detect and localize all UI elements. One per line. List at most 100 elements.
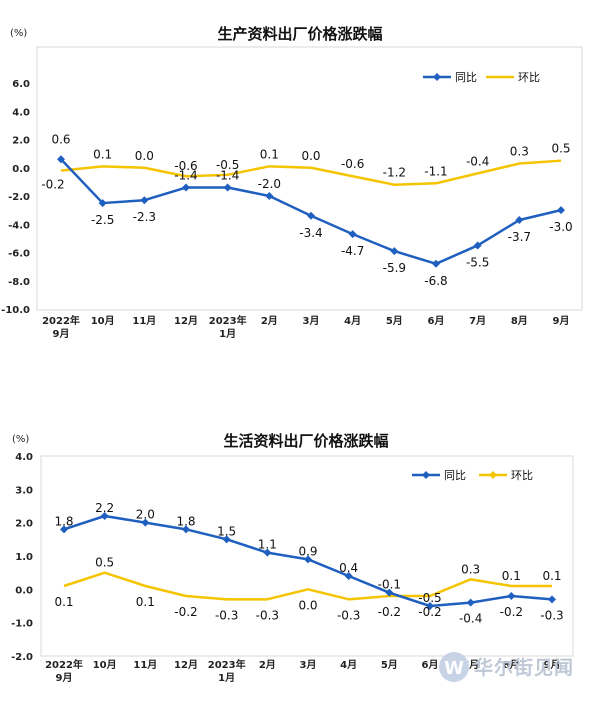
series-yoy-point: [60, 525, 68, 534]
legend: 同比 环比: [412, 469, 533, 482]
x-tick-label: 2月: [259, 659, 276, 671]
unit-label: (%): [10, 28, 27, 39]
yoy-data-label: -2.3: [133, 210, 156, 224]
y-tick-label: -1.0: [11, 619, 33, 630]
series-yoy-point: [100, 512, 109, 520]
legend-yoy-label: 同比: [455, 71, 477, 84]
yoy-data-label: -4.7: [341, 244, 364, 258]
yoy-data-label: 1.5: [217, 524, 236, 538]
legend-yoy-label: 同比: [444, 469, 466, 482]
series-yoy-point: [385, 588, 394, 597]
series-yoy-point: [432, 259, 440, 268]
watermark-logo-icon: [439, 652, 469, 682]
y-tick-label: -2.0: [8, 192, 30, 203]
y-tick-label: -6.0: [8, 249, 30, 260]
series-yoy-point: [222, 535, 231, 544]
series-yoy-point: [57, 155, 65, 164]
x-tick-label: 2月: [261, 315, 278, 327]
yoy-data-label: -2.0: [258, 177, 281, 191]
y-tick-label: 1.0: [15, 552, 33, 563]
series-yoy-point: [557, 206, 565, 215]
consumer-goods-chart: 生活资料出厂价格涨跌幅 (%) 同比 环比 4.0 3.0 2.0 1.0 0.0 -1.…: [11, 432, 574, 684]
y-tick-label: -4.0: [8, 220, 30, 231]
x-tick-label: 2022年: [45, 658, 83, 671]
legend-yoy-marker: [422, 471, 430, 479]
x-tick-label: 5月: [386, 315, 403, 327]
mom-data-label: -0.2: [418, 605, 441, 619]
series-yoy-point: [307, 211, 315, 220]
plot-frame: [40, 455, 574, 657]
x-tick-label: 12月: [174, 315, 198, 327]
yoy-data-label: -0.5: [418, 591, 441, 605]
legend-mom-label: 环比: [511, 469, 533, 482]
yoy-data-label: 1.8: [176, 514, 195, 528]
mom-data-label: -0.6: [174, 159, 197, 173]
y-tick-label: -2.0: [11, 652, 33, 663]
series-yoy-point: [140, 196, 149, 205]
x-tick-label: 9月: [544, 659, 561, 671]
y-tick-label: -10.0: [1, 305, 30, 316]
mom-data-label: -0.4: [466, 154, 489, 168]
y-tick-label: 4.0: [12, 107, 30, 118]
mom-data-label: 0.1: [136, 595, 155, 609]
yoy-data-label: 0.6: [51, 132, 70, 146]
legend-yoy-marker: [433, 73, 441, 81]
legend-mom-marker: [489, 471, 497, 479]
mom-data-label: 0.0: [135, 149, 154, 163]
mom-data-label: 0.5: [551, 142, 570, 156]
yoy-data-label: -5.5: [466, 255, 489, 269]
yoy-data-label: -6.8: [424, 274, 447, 288]
yoy-data-label: -3.4: [299, 226, 322, 240]
series-yoy-point: [390, 247, 399, 256]
y-tick-label: 4.0: [15, 452, 33, 463]
mom-data-label: -0.3: [256, 608, 279, 622]
x-tick-label: 1月: [219, 328, 236, 340]
series-yoy-point: [515, 216, 524, 225]
x-tick-label: 11月: [133, 659, 157, 671]
yoy-data-label: 0.9: [298, 544, 317, 558]
y-tick-label: 0.0: [12, 164, 30, 175]
y-tick-label: 6.0: [12, 79, 30, 90]
yoy-data-label: 0.4: [339, 561, 358, 575]
mom-data-label: -0.2: [174, 605, 197, 619]
yoy-data-label: -2.5: [91, 213, 114, 227]
mom-data-label: 0.5: [95, 556, 114, 570]
chart-title: 生活资料出厂价格涨跌幅: [223, 432, 388, 450]
yoy-data-label: -0.3: [540, 608, 563, 622]
yoy-data-label: -0.4: [459, 612, 482, 626]
watermark-logo-glyph: W: [444, 658, 464, 679]
yoy-data-label: -0.2: [500, 605, 523, 619]
y-axis: 4.0 3.0 2.0 1.0 0.0 -1.0 -2.0: [11, 452, 33, 663]
mom-data-label: 0.0: [298, 598, 317, 612]
mom-data-label: -0.3: [215, 608, 238, 622]
series-layer: 1.8 2.2 2.0 1.8 1.5 1.1 0.9 0.4 -0.1 -0.5 -0.4 -0.2…: [54, 501, 563, 626]
yoy-data-label: -0.1: [378, 578, 401, 592]
mom-data-label: -1.1: [424, 164, 447, 178]
mom-data-label: 0.0: [301, 149, 320, 163]
y-axis: 6.0 4.0 2.0 0.0 -2.0 -4.0 -6.0 -8.0 -10.0: [1, 79, 30, 316]
producer-goods-chart: 生产资料出厂价格涨跌幅 (%) 同比 环比 6.0 4.0 2.0 0.0 -2.0 -4…: [1, 25, 583, 340]
mom-data-label: 0.3: [510, 145, 529, 159]
series-layer: 0.6 -2.5 -2.3 -1.4 -1.4 -2.0 -3.4 -4.7 -5.9 -6.8 -…: [41, 132, 572, 288]
x-tick-label: 6月: [422, 659, 439, 671]
x-tick-label: 4月: [344, 315, 361, 327]
mom-data-label: 0.1: [260, 147, 279, 161]
series-mom-line: [60, 159, 562, 186]
y-tick-label: 3.0: [15, 485, 33, 496]
series-yoy-point: [344, 572, 353, 580]
x-tick-label: 10月: [91, 315, 115, 327]
unit-label: (%): [12, 434, 29, 445]
x-tick-label: 3月: [303, 315, 320, 327]
x-tick-label: 9月: [56, 672, 73, 684]
x-tick-label: 12月: [174, 659, 198, 671]
series-yoy-point: [223, 183, 232, 192]
x-tick-label: 8月: [503, 659, 520, 671]
x-tick-label: 6月: [428, 315, 445, 327]
mom-data-label: -0.5: [216, 158, 239, 172]
chart-title: 生产资料出厂价格涨跌幅: [217, 25, 382, 43]
yoy-data-label: -5.9: [383, 261, 406, 275]
mom-data-label: 0.1: [502, 569, 521, 583]
y-tick-label: 2.0: [12, 136, 30, 147]
y-tick-label: -8.0: [8, 277, 30, 288]
